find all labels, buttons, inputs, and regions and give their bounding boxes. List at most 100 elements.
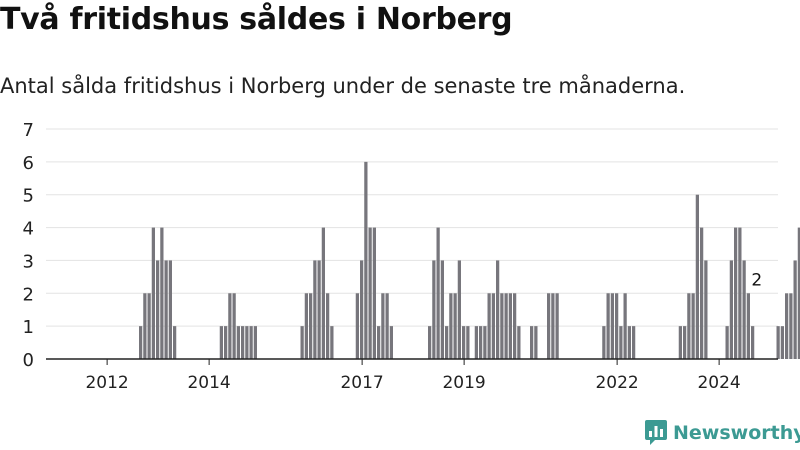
- bar: [232, 293, 236, 359]
- chart-subtitle: Antal sålda fritidshus i Norberg under d…: [0, 74, 686, 98]
- bar: [623, 293, 627, 359]
- bar: [695, 194, 699, 359]
- bar: [381, 293, 385, 359]
- bar: [602, 326, 606, 359]
- bar: [151, 227, 155, 359]
- bar: [491, 293, 495, 359]
- y-tick-label: 6: [23, 153, 34, 174]
- y-tick-label: 4: [23, 219, 34, 240]
- bar: [168, 260, 172, 359]
- bar: [551, 293, 555, 359]
- bar: [164, 260, 168, 359]
- bar: [500, 293, 504, 359]
- bar: [725, 326, 729, 359]
- bar: [627, 326, 631, 359]
- y-tick-label: 7: [23, 120, 34, 141]
- bar: [241, 326, 245, 359]
- newsworthy-logo-icon: [645, 420, 667, 445]
- bar: [372, 227, 376, 359]
- bar: [687, 293, 691, 359]
- bar: [678, 326, 682, 359]
- bar: [326, 293, 330, 359]
- bar: [385, 293, 389, 359]
- bar: [360, 260, 364, 359]
- bar: [219, 326, 223, 359]
- bar: [496, 260, 500, 359]
- bar: [474, 326, 478, 359]
- bar: [793, 260, 797, 359]
- bar: [504, 293, 508, 359]
- bar: [691, 293, 695, 359]
- bar: [436, 227, 440, 359]
- bar: [330, 326, 334, 359]
- bar: [304, 293, 308, 359]
- bar: [321, 227, 325, 359]
- data-label: 2: [751, 270, 762, 290]
- bar: [389, 326, 393, 359]
- bar: [700, 227, 704, 359]
- bar: [355, 293, 359, 359]
- x-tick-label: 2019: [442, 373, 485, 393]
- bar: [466, 326, 470, 359]
- y-tick-label: 5: [23, 186, 34, 207]
- bar: [457, 260, 461, 359]
- bar: [462, 326, 466, 359]
- y-tick-label: 0: [23, 350, 34, 371]
- bar: [746, 293, 750, 359]
- bar: [228, 293, 232, 359]
- bar: [508, 293, 512, 359]
- bar: [253, 326, 257, 359]
- newsworthy-brand[interactable]: Newsworthy: [644, 418, 800, 448]
- bar: [313, 260, 317, 359]
- x-tick-label: 2014: [187, 373, 230, 393]
- x-tick-label: 2024: [697, 373, 740, 393]
- bar: [487, 293, 491, 359]
- x-tick-label: 2022: [595, 373, 638, 393]
- bar: [797, 227, 800, 359]
- bar: [453, 293, 457, 359]
- bar: [428, 326, 432, 359]
- bar: [704, 260, 708, 359]
- bar: [309, 293, 313, 359]
- bar: [139, 326, 143, 359]
- bar: [615, 293, 619, 359]
- bar: [156, 260, 160, 359]
- bar: [432, 260, 436, 359]
- bar: [534, 326, 538, 359]
- bar: [683, 326, 687, 359]
- bar: [780, 326, 784, 359]
- bar: [143, 293, 147, 359]
- bar: [789, 293, 793, 359]
- bar: [440, 260, 444, 359]
- bar: [776, 326, 780, 359]
- bar: [547, 293, 551, 359]
- bar: [483, 326, 487, 359]
- bar: [368, 227, 372, 359]
- bar: [317, 260, 321, 359]
- bar: [160, 227, 164, 359]
- bar: [517, 326, 521, 359]
- bar: [785, 293, 789, 359]
- bar: [479, 326, 483, 359]
- y-tick-label: 2: [23, 284, 34, 305]
- bar: [734, 227, 738, 359]
- bar: [738, 227, 742, 359]
- bar: [742, 260, 746, 359]
- bar: [751, 326, 755, 359]
- bar: [236, 326, 240, 359]
- bar: [364, 161, 368, 359]
- bar: [530, 326, 534, 359]
- bar: [729, 260, 733, 359]
- y-tick-label: 3: [23, 251, 34, 272]
- bar: [513, 293, 517, 359]
- bar: [555, 293, 559, 359]
- bar: [606, 293, 610, 359]
- brand-name: Newsworthy: [673, 422, 800, 444]
- bar: [619, 326, 623, 359]
- chart-title: Två fritidshus såldes i Norberg: [0, 2, 513, 37]
- bar: [249, 326, 253, 359]
- bar: [445, 326, 449, 359]
- bar: [224, 326, 228, 359]
- bar-chart: 0 1 2 3 4 5 6 7 2 2012 2014 2017 2019 2022 2024: [23, 120, 800, 393]
- x-tick-label: 2017: [340, 373, 383, 393]
